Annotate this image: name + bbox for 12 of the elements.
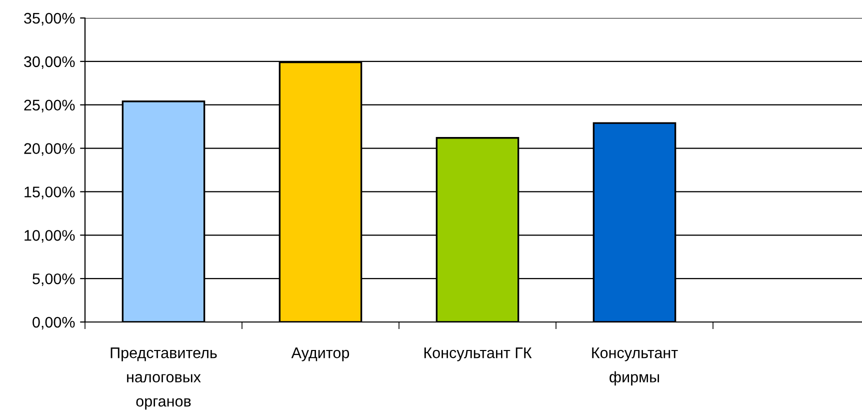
- y-tick-label: 30,00%: [24, 56, 75, 69]
- y-tick-label: 0,00%: [32, 316, 75, 330]
- x-tick-label: Аудитор: [291, 348, 350, 362]
- y-tick-label: 25,00%: [24, 100, 75, 112]
- y-tick-label: 10,00%: [24, 230, 75, 243]
- y-tick-label: 20,00%: [24, 143, 75, 156]
- y-tick-label: 35,00%: [24, 12, 75, 26]
- x-tick-label: Консультант ГК: [424, 348, 532, 362]
- x-tick-label: Консультант фирмы: [592, 348, 678, 386]
- x-tick-label: Представитель налоговых органов: [110, 348, 217, 410]
- y-tick-label: 15,00%: [24, 186, 75, 200]
- y-tick-label: 5,00%: [32, 273, 75, 286]
